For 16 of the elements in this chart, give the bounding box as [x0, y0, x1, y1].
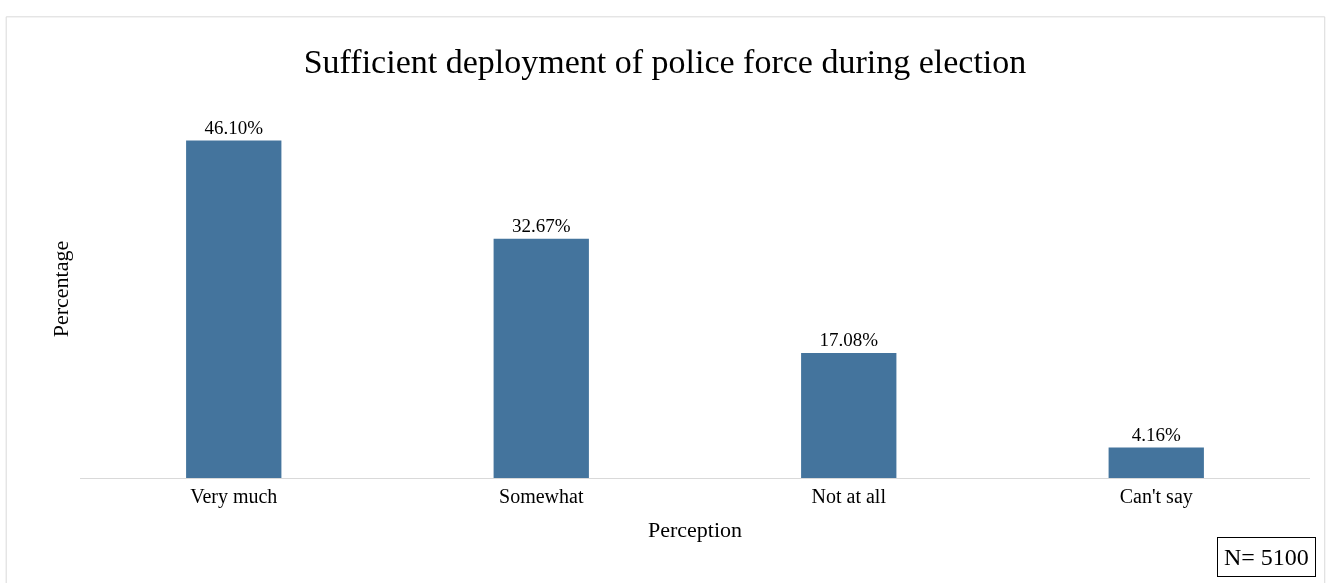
data-label: 4.16%	[1131, 423, 1181, 445]
data-label: 32.67%	[511, 214, 571, 236]
bar	[186, 140, 282, 478]
x-tick-label: Can't say	[1119, 485, 1193, 508]
data-label: 17.08%	[819, 328, 879, 350]
text: N= 5100	[1224, 544, 1309, 570]
bar	[801, 352, 897, 478]
x-tick-label: Not at all	[811, 485, 887, 507]
data-label: 46.10%	[204, 116, 264, 138]
x-tick-label: Somewhat	[499, 485, 584, 507]
y-axis-title: Percentage	[47, 240, 73, 338]
chart-title: Sufficient deployment of police force during election	[303, 43, 1027, 81]
x-axis-title: Perception	[647, 516, 743, 542]
bar	[493, 238, 589, 478]
x-tick-label: Very much	[190, 485, 278, 508]
bar	[1108, 447, 1204, 478]
